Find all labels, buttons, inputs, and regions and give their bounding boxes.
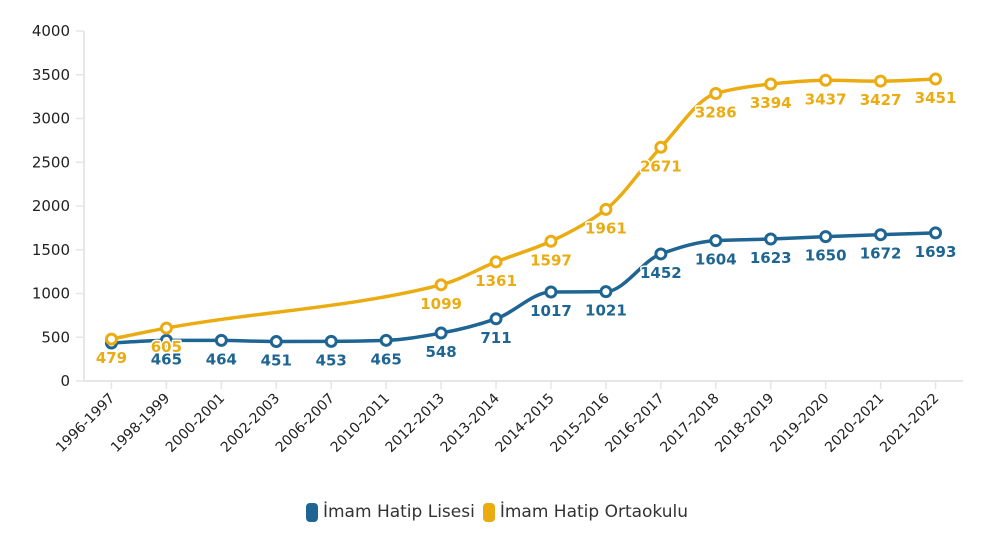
legend-label-ortaokulu: İmam Hatip Ortaokulu (499, 502, 689, 522)
data-label: 453 (316, 351, 347, 369)
series-0 (104, 226, 943, 350)
x-tick-label: 2021-2022 (877, 391, 942, 456)
y-tick-label: 3500 (32, 66, 70, 84)
data-label: 3451 (915, 89, 957, 107)
data-label: 1021 (585, 302, 627, 320)
data-label: 3394 (750, 94, 792, 112)
data-point[interactable] (544, 234, 558, 248)
y-tick-label: 500 (41, 328, 70, 346)
data-label: 479 (96, 349, 127, 367)
data-label: 1597 (530, 251, 572, 269)
data-label: 2671 (640, 157, 682, 175)
legend-swatch-lisesi (305, 502, 318, 522)
data-point[interactable] (599, 202, 613, 216)
data-point[interactable] (434, 278, 448, 292)
data-point[interactable] (819, 73, 833, 87)
y-tick-label: 2000 (32, 197, 70, 215)
data-label: 3427 (860, 91, 902, 109)
series-layer (104, 72, 943, 350)
data-point[interactable] (709, 86, 723, 100)
data-point[interactable] (214, 333, 228, 347)
data-point[interactable] (159, 333, 173, 347)
data-label: 1361 (475, 272, 517, 290)
data-point[interactable] (764, 232, 778, 246)
y-tick-label: 3000 (32, 110, 70, 128)
y-tick-label: 1500 (32, 241, 70, 259)
y-tick-label: 4000 (32, 22, 70, 40)
data-point[interactable] (379, 333, 393, 347)
data-label: 711 (480, 329, 511, 347)
data-label: 465 (151, 350, 182, 368)
data-point[interactable] (489, 255, 503, 269)
data-point[interactable] (544, 285, 558, 299)
data-point[interactable] (104, 332, 118, 346)
data-label: 605 (151, 338, 182, 356)
data-label: 464 (206, 350, 237, 368)
data-label: 1623 (750, 249, 792, 267)
data-point[interactable] (709, 234, 723, 248)
data-label: 1672 (860, 245, 902, 263)
data-point[interactable] (654, 247, 668, 261)
data-point[interactable] (269, 335, 283, 349)
data-point[interactable] (874, 74, 888, 88)
data-label: 1099 (420, 295, 462, 313)
data-label: 1650 (805, 247, 847, 265)
data-point[interactable] (324, 334, 338, 348)
legend-swatch-ortaokulu (482, 502, 495, 522)
data-point[interactable] (764, 77, 778, 91)
data-label: 451 (261, 352, 292, 370)
data-label: 3286 (695, 103, 737, 121)
data-point[interactable] (929, 226, 943, 240)
data-point[interactable] (489, 312, 503, 326)
data-label: 3437 (805, 90, 847, 108)
data-label: 548 (425, 343, 456, 361)
data-label: 1961 (585, 219, 627, 237)
data-label: 465 (371, 350, 402, 368)
y-tick-label: 2500 (32, 153, 70, 171)
y-tick-label: 1000 (32, 285, 70, 303)
data-label: 1452 (640, 264, 682, 282)
legend-item-imam-hatip-lisesi[interactable]: İmam Hatip Lisesi (305, 502, 475, 522)
data-label: 1017 (530, 302, 572, 320)
data-point[interactable] (599, 285, 613, 299)
legend-item-imam-hatip-ortaokulu[interactable]: İmam Hatip Ortaokulu (482, 502, 689, 522)
data-point[interactable] (874, 228, 888, 242)
y-tick-label: 0 (60, 372, 70, 390)
data-labels: 465 464 451 453 465 548 711 1017 1021 1452 1604 162… (94, 88, 958, 372)
series-line (109, 77, 938, 341)
legend-label-lisesi: İmam Hatip Lisesi (322, 502, 475, 522)
data-label: 1604 (695, 251, 737, 269)
series-1 (104, 72, 943, 346)
data-point[interactable] (434, 326, 448, 340)
series-line (109, 231, 938, 345)
legend: İmam Hatip Lisesi İmam Hatip Ortaokulu (0, 502, 994, 522)
data-point[interactable] (159, 321, 173, 335)
data-point[interactable] (929, 72, 943, 86)
data-label: 1693 (915, 243, 957, 261)
data-point[interactable] (654, 140, 668, 154)
data-point[interactable] (819, 230, 833, 244)
